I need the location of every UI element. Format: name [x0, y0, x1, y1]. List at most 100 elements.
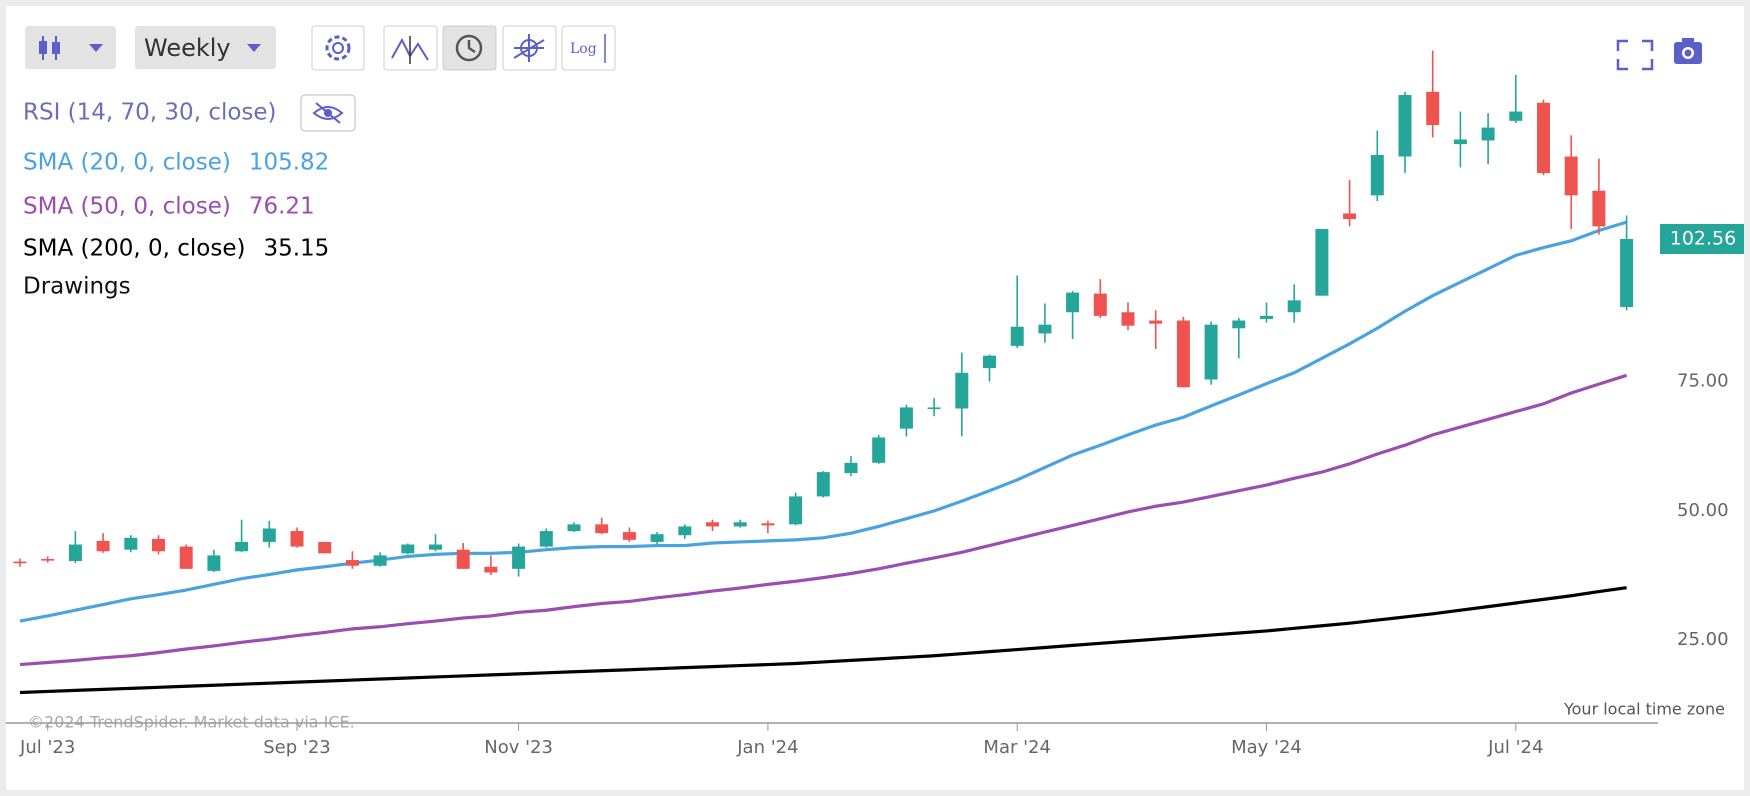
candle-body	[1093, 293, 1107, 316]
hide-indicator-button[interactable]	[300, 94, 356, 132]
indicator-button[interactable]	[383, 25, 438, 71]
candle-body	[96, 540, 110, 552]
candle-body	[706, 522, 719, 527]
candle-body	[13, 561, 27, 564]
candle-body	[235, 541, 249, 552]
interval-button[interactable]: Weekly	[135, 26, 276, 69]
candle-body	[1426, 91, 1440, 125]
x-tick-label: Jul '23	[19, 737, 75, 758]
candle-body	[983, 355, 996, 369]
crosshair-button[interactable]	[502, 25, 557, 71]
rsi-legend: RSI (14, 70, 30, close)	[23, 100, 277, 126]
y-tick-label: 25.00	[1677, 629, 1729, 650]
x-tick-label: May '24	[1231, 737, 1302, 758]
candles	[13, 50, 1634, 577]
candle-body	[1537, 102, 1550, 174]
drawings-legend: Drawings	[23, 274, 131, 300]
chart-frame: Weekly Log RSI (14, 70, 30, close) Drawi…	[6, 6, 1744, 790]
series-legend-value: 105.82	[249, 150, 329, 176]
sma-line	[19, 586, 1627, 695]
time-button[interactable]	[442, 25, 497, 71]
candle-body	[899, 407, 913, 429]
candle-body	[1066, 292, 1080, 313]
candle-body	[152, 538, 165, 552]
x-tick-label: Jan '24	[736, 737, 798, 758]
candle-body	[68, 544, 82, 562]
candle-body	[1370, 154, 1384, 196]
x-tick-label: Sep '23	[263, 737, 331, 758]
candle-body	[789, 496, 803, 525]
candle-body	[262, 528, 276, 542]
chart-type-button[interactable]	[25, 26, 116, 69]
candle-body	[816, 472, 830, 497]
x-tick-label: Nov '23	[484, 737, 553, 758]
series-legend-value: 35.15	[263, 236, 329, 262]
y-tick-label: 50.00	[1677, 500, 1729, 521]
sma-lines	[19, 220, 1628, 695]
last-price-tag	[1660, 223, 1744, 254]
series-legend-name: SMA (20, 0, close)	[23, 150, 231, 176]
candle-body	[429, 544, 442, 550]
x-tick-label: Mar '24	[983, 737, 1051, 758]
candle-body	[345, 560, 359, 566]
fullscreen-button[interactable]	[1616, 39, 1654, 71]
candle-body	[567, 524, 581, 532]
series-legend-name: SMA (50, 0, close)	[23, 194, 231, 220]
series-legend-name: SMA (200, 0, close)	[23, 236, 245, 262]
candle-body	[41, 559, 55, 561]
last-price-label: 102.56	[1670, 227, 1736, 249]
candle-body	[290, 531, 304, 547]
screenshot-button[interactable]	[1674, 38, 1702, 64]
candle-body	[1149, 320, 1163, 324]
settings-button[interactable]	[311, 25, 365, 71]
candle-body	[1260, 315, 1273, 319]
candle-body	[595, 524, 609, 534]
candle-body	[844, 462, 858, 474]
sma-line	[19, 220, 1628, 623]
candle-body	[124, 537, 138, 550]
candle-body	[1620, 238, 1634, 308]
candle-body	[678, 526, 692, 536]
candle-body	[401, 544, 415, 554]
candle-body	[1509, 111, 1523, 121]
chart: Weekly Log RSI (14, 70, 30, close) Drawi…	[6, 25, 1744, 758]
y-tick-label: 75.00	[1677, 371, 1729, 392]
candle-body	[1481, 127, 1495, 141]
candle-body	[1204, 324, 1218, 380]
series-legend-value: 76.21	[249, 194, 315, 220]
x-tick-label: Jul '24	[1487, 737, 1543, 758]
candle-body	[1176, 320, 1190, 388]
candle-body	[539, 531, 553, 547]
candle-body	[179, 546, 193, 569]
candle-body	[1398, 94, 1412, 157]
candle-body	[1592, 190, 1606, 227]
timezone-note: Your local time zone	[1563, 700, 1725, 719]
candle-body	[622, 532, 636, 540]
candle-body	[927, 407, 941, 410]
candle-body	[512, 546, 526, 569]
candle-body	[761, 523, 775, 526]
candle-body	[1038, 324, 1052, 334]
candle-body	[456, 549, 470, 569]
candle-body	[1315, 228, 1329, 296]
log-button[interactable]: Log	[561, 25, 616, 71]
interval-label[interactable]: Weekly	[144, 34, 231, 62]
candle-body	[733, 522, 747, 527]
candle-body	[484, 566, 498, 573]
candle-body	[373, 555, 387, 566]
candle-body	[1453, 139, 1467, 145]
candle-body	[1010, 326, 1024, 346]
candle-body	[207, 555, 221, 571]
candle-body	[1232, 320, 1246, 329]
copyright: ©2024 TrendSpider. Market data via ICE.	[28, 713, 355, 732]
candle-body	[650, 534, 664, 542]
candle-body	[872, 437, 886, 463]
candle-body	[1287, 300, 1301, 313]
candle-body	[1564, 156, 1578, 196]
candle-body	[1121, 312, 1135, 326]
candle-body	[318, 541, 332, 554]
candle-body	[1343, 213, 1357, 220]
log-label[interactable]: Log	[570, 41, 597, 57]
sma-line	[19, 373, 1628, 667]
candle-body	[955, 372, 969, 409]
